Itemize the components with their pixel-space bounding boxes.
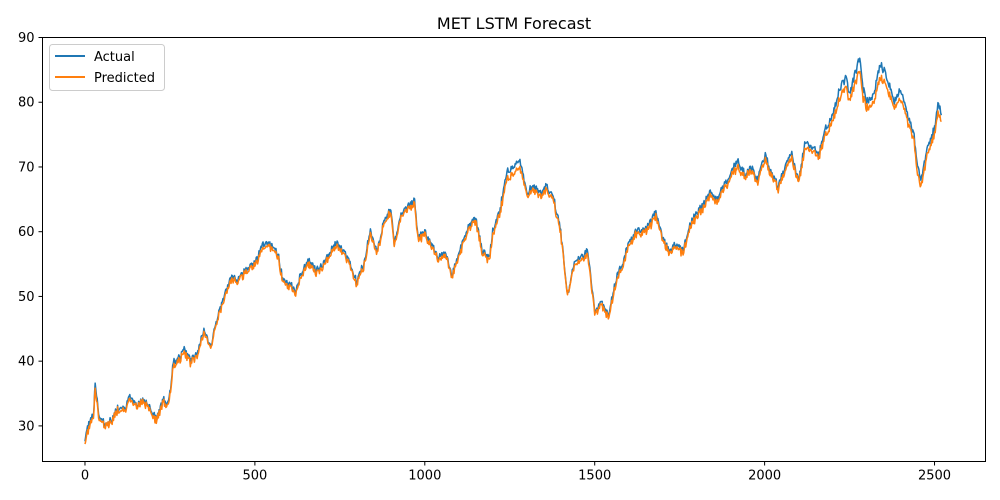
x-tick-label: 2000 <box>748 469 781 484</box>
legend-label-actual: Actual <box>94 50 135 65</box>
y-tick-label: 90 <box>18 31 35 46</box>
x-axis: 0 500 1000 1500 2000 2500 <box>81 461 951 484</box>
plot-frame <box>42 37 986 462</box>
y-tick-label: 40 <box>18 355 35 370</box>
legend: Actual Predicted <box>49 44 165 91</box>
x-tick-label: 1500 <box>578 469 611 484</box>
y-axis: 30 40 50 60 70 80 90 <box>18 31 43 434</box>
x-tick-label: 2500 <box>918 469 951 484</box>
y-tick-label: 30 <box>18 419 35 434</box>
x-tick-label: 500 <box>242 469 267 484</box>
chart-title: MET LSTM Forecast <box>437 14 591 33</box>
legend-label-predicted: Predicted <box>94 71 155 86</box>
series-layer <box>84 57 943 445</box>
y-tick-label: 60 <box>18 225 35 240</box>
x-tick-label: 0 <box>81 469 89 484</box>
series-line-predicted <box>84 70 942 445</box>
y-tick-label: 80 <box>18 96 35 111</box>
y-tick-label: 70 <box>18 160 35 175</box>
y-tick-label: 50 <box>18 290 35 305</box>
x-tick-label: 1000 <box>408 469 441 484</box>
